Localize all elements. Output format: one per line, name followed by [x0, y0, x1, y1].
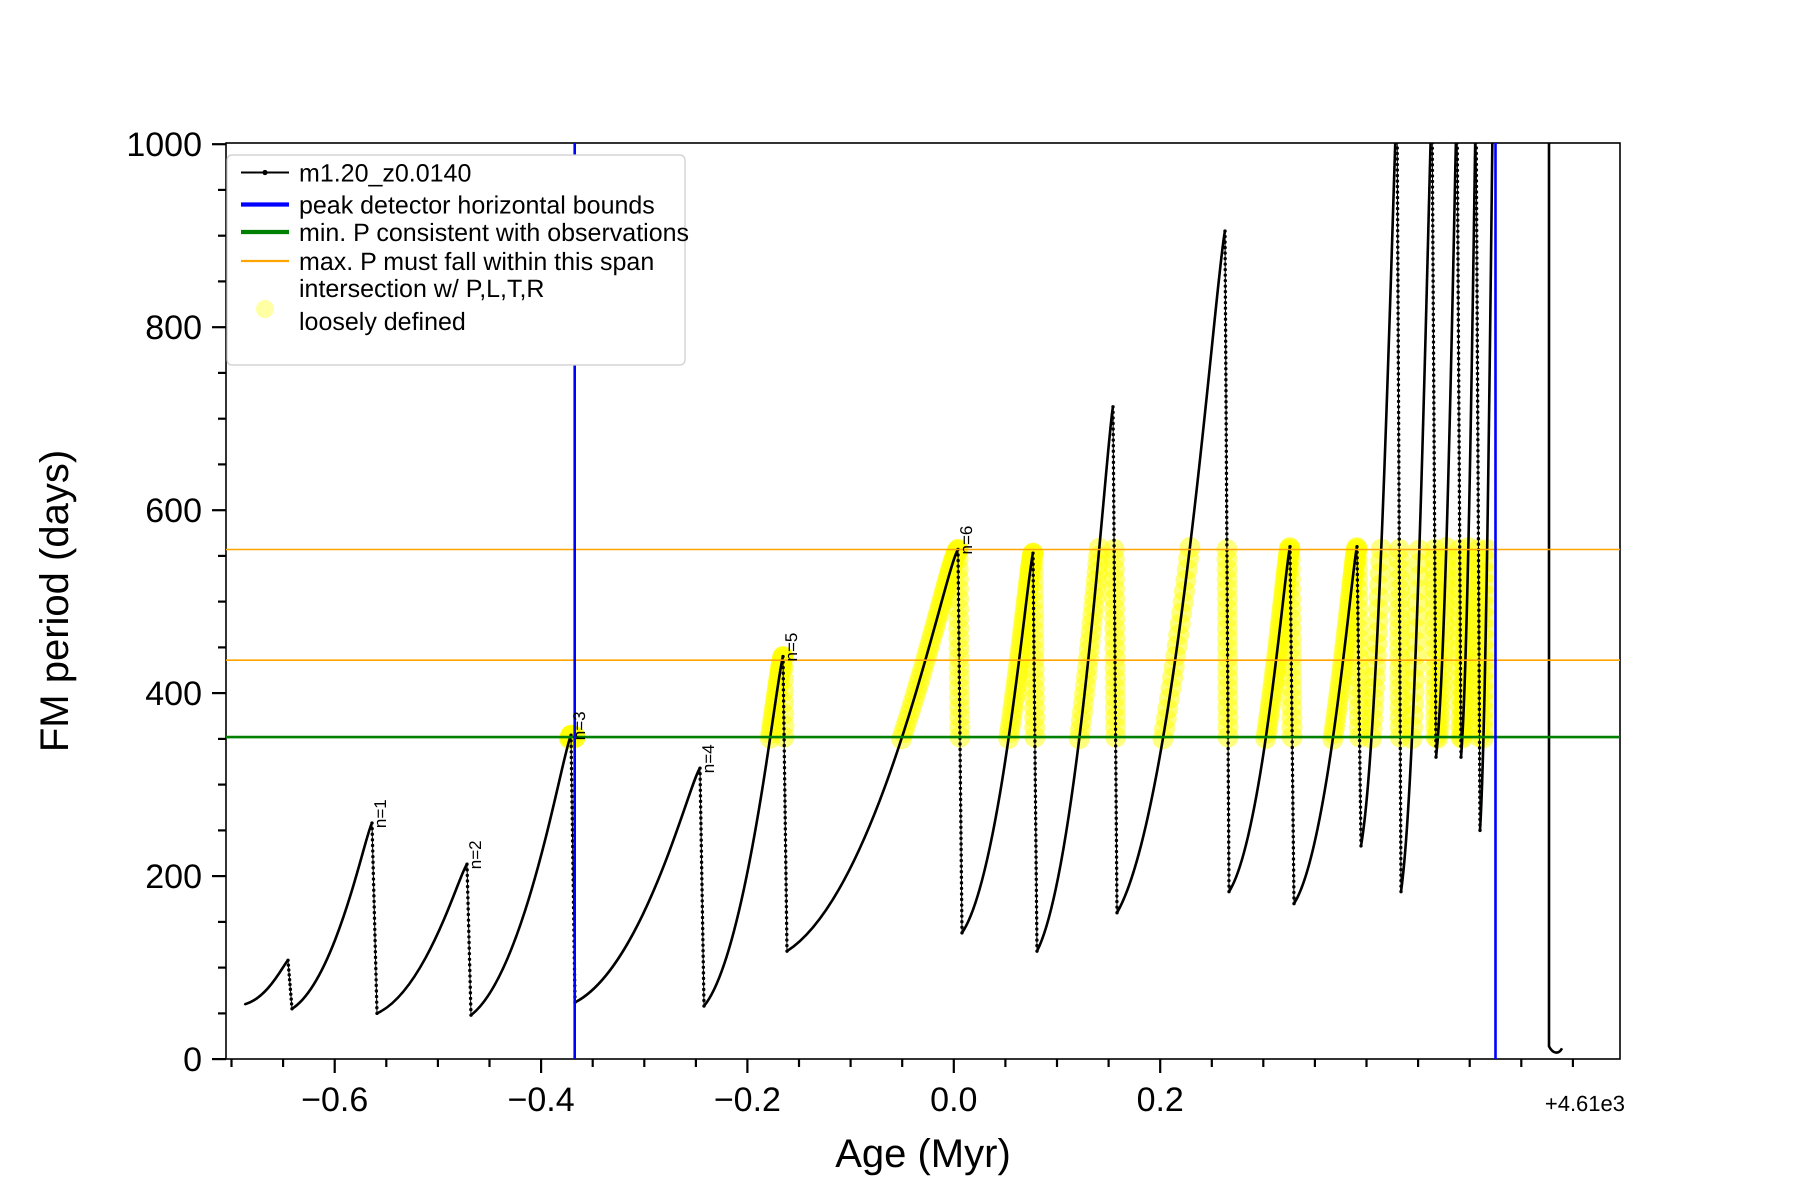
svg-text:FM period (days): FM period (days): [33, 450, 77, 752]
svg-text:0: 0: [183, 1041, 202, 1079]
svg-text:loosely defined: loosely defined: [299, 308, 466, 336]
svg-text:0.0: 0.0: [930, 1081, 977, 1119]
svg-text:min. P consistent with observa: min. P consistent with observations: [299, 219, 689, 247]
svg-text:800: 800: [145, 309, 202, 347]
svg-text:n=1: n=1: [371, 799, 390, 828]
svg-text:400: 400: [145, 675, 202, 713]
svg-text:600: 600: [145, 492, 202, 530]
svg-text:+4.61e3: +4.61e3: [1545, 1091, 1625, 1116]
svg-text:max. P must fall within this s: max. P must fall within this span: [299, 248, 654, 276]
svg-text:n=5: n=5: [782, 633, 801, 662]
svg-text:200: 200: [145, 858, 202, 896]
svg-text:0.2: 0.2: [1137, 1081, 1184, 1119]
svg-text:n=2: n=2: [466, 840, 485, 869]
svg-text:intersection w/ P,L,T,R: intersection w/ P,L,T,R: [299, 275, 544, 303]
svg-text:−0.4: −0.4: [508, 1081, 575, 1119]
svg-text:n=3: n=3: [570, 711, 589, 740]
svg-text:Age (Myr): Age (Myr): [835, 1132, 1011, 1176]
svg-text:n=6: n=6: [957, 526, 976, 555]
svg-text:m1.20_z0.0140: m1.20_z0.0140: [299, 160, 471, 188]
svg-text:1000: 1000: [126, 126, 202, 164]
svg-text:peak detector horizontal bound: peak detector horizontal bounds: [299, 192, 655, 220]
svg-text:−0.6: −0.6: [301, 1081, 368, 1119]
svg-text:−0.2: −0.2: [714, 1081, 781, 1119]
svg-text:n=4: n=4: [699, 744, 718, 773]
